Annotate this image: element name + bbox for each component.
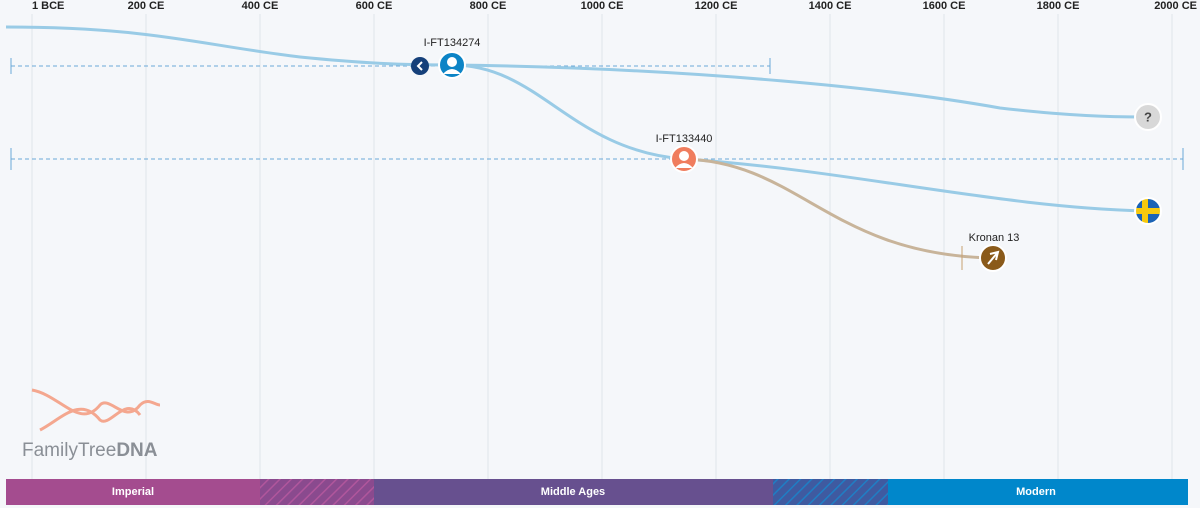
axis-tick-label: 1 BCE [32,0,64,12]
logo: FamilyTreeDNA [22,388,161,461]
unknown-node[interactable] [1134,103,1162,131]
lineage-curve [5,25,1149,119]
logo-text: FamilyTreeDNA [22,440,158,461]
person-icon [447,57,457,67]
back-icon [416,61,423,71]
flag-border [1134,197,1162,225]
unknown-label: ? [1144,109,1152,124]
ancient-icon [987,250,1000,265]
era-band [374,479,773,505]
logo-text-bold: DNA [116,440,157,461]
era-label: Modern [1016,486,1056,498]
node-label: I-FT134274 [424,37,481,49]
axis-tick-label: 1800 CE [1037,0,1080,12]
axis-tick-label: 600 CE [356,0,393,12]
person-icon [679,151,689,161]
era-label: Imperial [112,486,154,498]
back-button[interactable] [411,57,429,75]
era-transition [260,479,374,505]
axis-tick-label: 200 CE [128,0,165,12]
axis-tick-label: 1600 CE [923,0,966,12]
person-icon [443,69,461,74]
axis-tick-label: 1200 CE [695,0,738,12]
node-label: I-FT133440 [656,133,713,145]
axis-tick-label: 400 CE [242,0,279,12]
era-label: Middle Ages [541,486,605,498]
node-label: Kronan 13 [969,232,1020,244]
axis-tick-label: 1000 CE [581,0,624,12]
axis-tick-label: 800 CE [470,0,507,12]
lineage-curve [683,157,994,260]
logo-text: FamilyTree [22,440,116,461]
era-band [888,479,1188,505]
era-band [6,479,260,505]
axis-tick-label: 1400 CE [809,0,852,12]
person-icon [675,163,693,168]
axis-tick-label: 2000 CE [1154,0,1197,12]
era-transition [773,479,888,505]
